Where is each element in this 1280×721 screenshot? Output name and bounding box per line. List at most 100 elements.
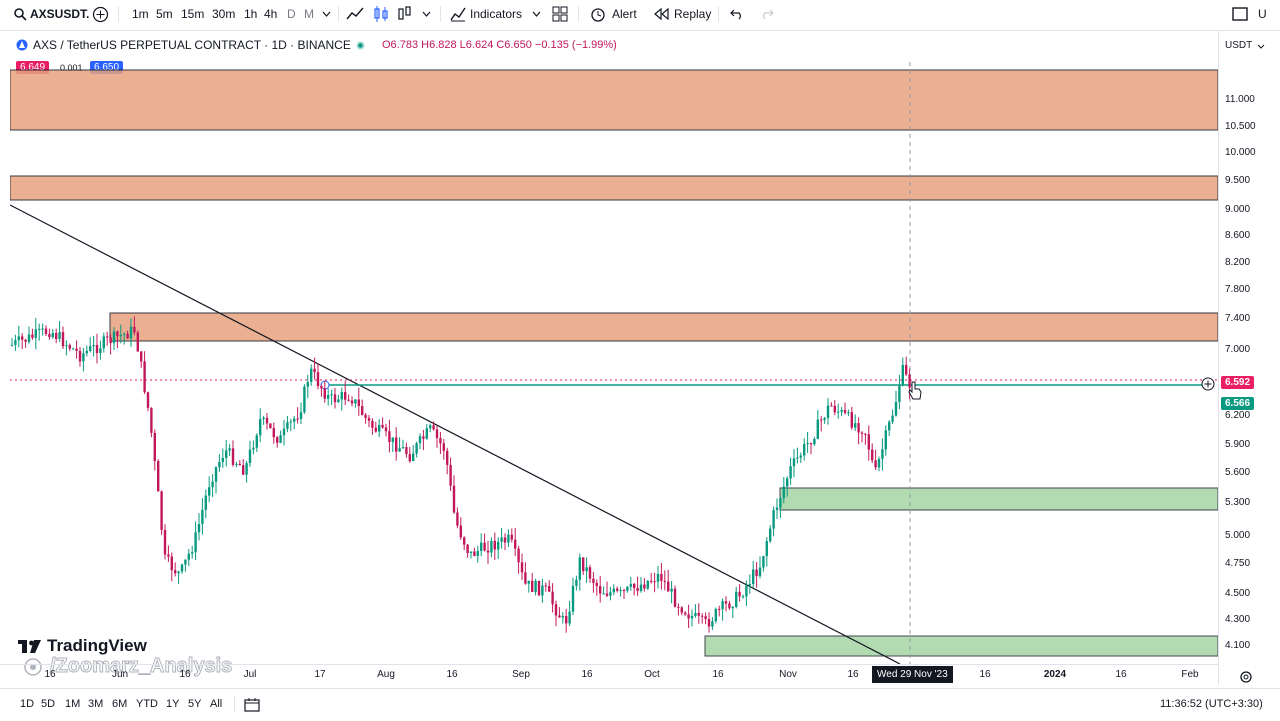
time-tick: 16 <box>581 669 593 680</box>
candle-body <box>316 372 320 387</box>
candles-icon[interactable] <box>373 5 389 23</box>
indicators-icon[interactable] <box>450 6 466 22</box>
candle-body <box>449 464 452 486</box>
range-3M[interactable]: 3M <box>88 698 104 710</box>
alert-button[interactable]: Alert <box>612 7 637 21</box>
candle-body <box>17 336 20 341</box>
candle-body <box>850 412 853 428</box>
candle-body <box>330 394 333 396</box>
candle-body <box>466 544 469 553</box>
candle-body <box>44 328 48 334</box>
resistance-zone[interactable] <box>10 69 1218 131</box>
symbol-title[interactable]: AXS / TetherUS PERPETUAL CONTRACT · 1D ·… <box>33 38 351 52</box>
bottom-toolbar: 1D 5D 1M 3M 6M YTD 1Y 5Y All 11:36:52 (U… <box>0 688 1280 721</box>
interval-1h[interactable]: 1h <box>244 7 258 21</box>
resistance-zone[interactable] <box>10 175 1218 201</box>
clock-timezone[interactable]: 11:36:52 (UTC+3:30) <box>1160 698 1263 710</box>
currency-label[interactable]: USDT <box>1225 40 1253 51</box>
candle-body <box>571 585 575 612</box>
interval-30m[interactable]: 30m <box>212 7 236 21</box>
candle-body <box>656 573 660 582</box>
interval-M[interactable]: M <box>304 7 314 21</box>
symbol-search[interactable]: AXSUSDT. <box>30 7 90 21</box>
undo-icon[interactable] <box>730 8 744 20</box>
candle-body <box>769 528 772 542</box>
candle-body <box>847 412 850 414</box>
candle-body <box>269 423 272 429</box>
candle-body <box>435 429 439 439</box>
chevron-down-icon[interactable] <box>422 11 431 17</box>
price-tick: 7.400 <box>1225 313 1251 324</box>
search-icon[interactable] <box>14 8 27 21</box>
compare-icon[interactable] <box>397 5 413 23</box>
fullscreen-icon[interactable] <box>1232 6 1248 22</box>
range-6M[interactable]: 6M <box>112 698 128 710</box>
interval-1m[interactable]: 1m <box>132 7 149 21</box>
candle-body <box>323 388 326 399</box>
chevron-down-icon[interactable] <box>532 11 541 17</box>
candle-body <box>908 374 911 388</box>
support-zone[interactable] <box>704 635 1218 657</box>
range-5D[interactable]: 5D <box>41 698 56 710</box>
candle-body <box>34 329 37 338</box>
range-1M[interactable]: 1M <box>65 698 81 710</box>
candle-body <box>888 421 891 431</box>
candle-body <box>718 608 721 610</box>
range-YTD[interactable]: YTD <box>136 698 158 710</box>
support-zone[interactable] <box>779 487 1218 511</box>
add-alert-plus-icon[interactable] <box>1201 377 1215 391</box>
candle-body <box>765 541 768 557</box>
alarm-clock-icon[interactable] <box>590 6 606 22</box>
candle-body <box>123 333 126 336</box>
candle-body <box>694 612 697 616</box>
candle-body <box>102 336 105 349</box>
interval-15m[interactable]: 15m <box>181 7 205 21</box>
calendar-goto-icon[interactable] <box>244 697 260 712</box>
candle-body <box>837 411 840 413</box>
indicators-button[interactable]: Indicators <box>470 7 523 21</box>
candle-body <box>157 461 160 492</box>
candle-body <box>806 443 809 445</box>
candle-body <box>748 583 751 586</box>
price-chart[interactable] <box>0 0 1218 664</box>
candle-body <box>333 394 337 403</box>
settings-gear-icon[interactable] <box>1239 670 1253 684</box>
time-axis[interactable]: 16 Jun 16 Jul 17 Aug 16 Sep 16 Oct 16 No… <box>0 664 1218 687</box>
interval-D[interactable]: D <box>287 7 296 21</box>
candle-body <box>592 578 595 583</box>
replay-button[interactable]: Replay <box>674 7 712 21</box>
line-chart-icon[interactable] <box>346 6 364 22</box>
interval-5m[interactable]: 5m <box>156 7 173 21</box>
time-tick: 16 <box>1115 669 1127 680</box>
redo-icon[interactable] <box>760 8 774 20</box>
candle-body <box>735 591 738 608</box>
range-5Y[interactable]: 5Y <box>188 698 202 710</box>
range-1Y[interactable]: 1Y <box>166 698 180 710</box>
resistance-zone[interactable] <box>109 312 1218 342</box>
candle-body <box>561 615 564 618</box>
price-axis[interactable]: USDT 11.000 10.500 10.000 9.500 9.000 8.… <box>1218 30 1280 685</box>
candle-body <box>792 458 796 467</box>
candle-body <box>344 392 347 400</box>
add-symbol-icon[interactable] <box>92 6 109 23</box>
candle-body <box>136 332 139 352</box>
candle-body <box>514 539 517 549</box>
layout-grid-icon[interactable] <box>552 6 568 22</box>
candle-body <box>99 348 102 354</box>
range-All[interactable]: All <box>210 698 223 710</box>
user-menu[interactable]: U <box>1258 7 1267 21</box>
chevron-down-icon[interactable] <box>1257 44 1265 50</box>
trend-line[interactable] <box>10 204 901 664</box>
candle-body <box>82 353 85 362</box>
range-1D[interactable]: 1D <box>20 698 35 710</box>
replay-rewind-icon[interactable] <box>654 8 670 20</box>
candle-body <box>320 386 323 389</box>
candlesticks[interactable] <box>10 316 911 633</box>
price-tick: 5.300 <box>1225 497 1251 508</box>
chevron-down-icon[interactable] <box>322 11 331 17</box>
price-tick: 5.900 <box>1225 439 1251 450</box>
candle-body <box>364 414 367 418</box>
interval-4h[interactable]: 4h <box>264 7 278 21</box>
chart-legend: AXS / TetherUS PERPETUAL CONTRACT · 1D ·… <box>0 34 1215 56</box>
candle-body <box>752 569 755 584</box>
